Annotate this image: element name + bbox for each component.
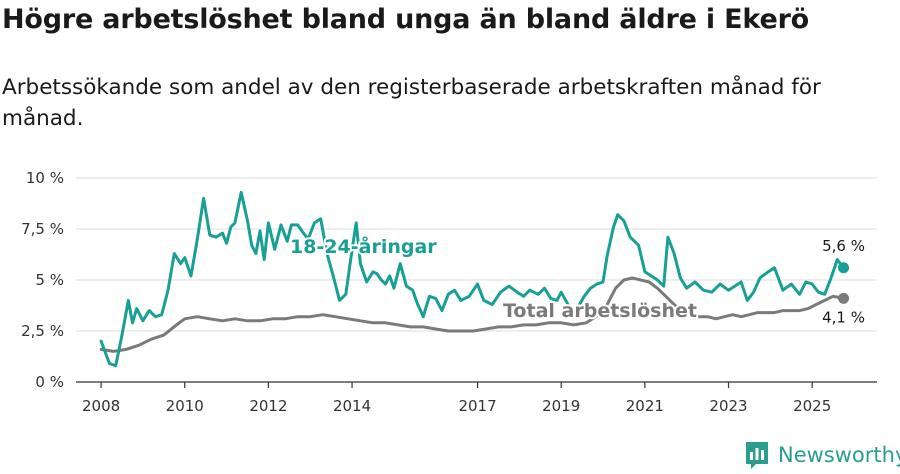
end-label-total: 4,1 % (822, 308, 865, 326)
series-label-total: Total arbetslöshet (503, 300, 697, 322)
x-tick-label: 2012 (249, 397, 287, 415)
x-tick-label: 2017 (458, 397, 496, 415)
line-young (99, 190, 845, 368)
end-label-young: 5,6 % (822, 237, 865, 255)
x-tick-label: 2025 (793, 397, 831, 415)
brand-name: Newsworthy (778, 443, 900, 467)
y-tick-label: 5 % (35, 271, 64, 289)
chart-title: Högre arbetslöshet bland unga än bland ä… (2, 4, 810, 35)
line-total (99, 276, 845, 353)
chart-subtitle: Arbetssökande som andel av den registerb… (2, 75, 821, 131)
x-tick-label: 2019 (542, 397, 580, 415)
x-axis: 2008 2010 2012 2014 2017 2019 2021 2023 2025 (76, 381, 877, 415)
y-tick-label: 2,5 % (21, 322, 64, 340)
x-tick-label: 2010 (166, 397, 204, 415)
x-tick-label: 2021 (626, 397, 664, 415)
series-labels: 18-24-åringar Total arbetslöshet 5,6 % 4,1 … (288, 232, 865, 326)
newsworthy-logo: Newsworthy (744, 440, 900, 470)
series-lines (99, 190, 850, 368)
y-tick-label: 0 % (35, 373, 64, 391)
y-axis-ticks: 0 % 2,5 % 5 % 7,5 % 10 % (21, 169, 64, 391)
x-tick-label: 2014 (333, 397, 371, 415)
y-tick-label: 10 % (26, 169, 64, 187)
y-tick-label: 7,5 % (21, 220, 64, 238)
x-tick-label: 2008 (82, 397, 120, 415)
end-dot-total (838, 292, 850, 304)
x-tick-label: 2023 (709, 397, 747, 415)
end-dot-young (838, 262, 850, 274)
series-label-young: 18-24-åringar (290, 234, 437, 258)
newsworthy-logo-icon (746, 442, 768, 469)
